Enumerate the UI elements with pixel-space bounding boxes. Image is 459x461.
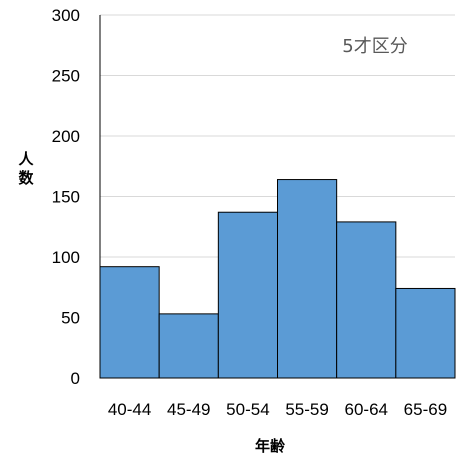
x-tick-labels: 40-44 45-49 50-54 55-59 60-64 65-69 [108,400,447,419]
y-tick-label: 200 [52,127,80,146]
axes [99,15,455,379]
bar-60-64 [336,221,397,379]
y-tick-label: 0 [71,369,80,388]
y-tick-label: 100 [52,248,80,267]
bar-40-44 [99,266,160,379]
x-tick-label: 40-44 [108,400,151,419]
x-tick-label: 65-69 [404,400,447,419]
bar-45-49 [158,313,219,379]
x-tick-label: 50-54 [226,400,269,419]
chart-annotation: 5才区分 [342,36,407,57]
y-tick-labels: 0 50 100 150 200 250 300 [52,6,80,388]
bar-series [99,179,456,379]
bar-65-69 [395,287,456,379]
bar-55-59 [277,179,338,379]
bar-50-54 [217,211,278,379]
y-axis-title: 人数 [18,150,34,187]
y-tick-label: 50 [61,309,80,328]
x-tick-label: 45-49 [167,400,210,419]
x-tick-label: 60-64 [345,400,388,419]
y-tick-label: 250 [52,67,80,86]
y-tick-label: 150 [52,188,80,207]
x-axis-title: 年齢 [255,437,286,455]
x-tick-label: 55-59 [285,400,328,419]
y-tick-label: 300 [52,6,80,25]
